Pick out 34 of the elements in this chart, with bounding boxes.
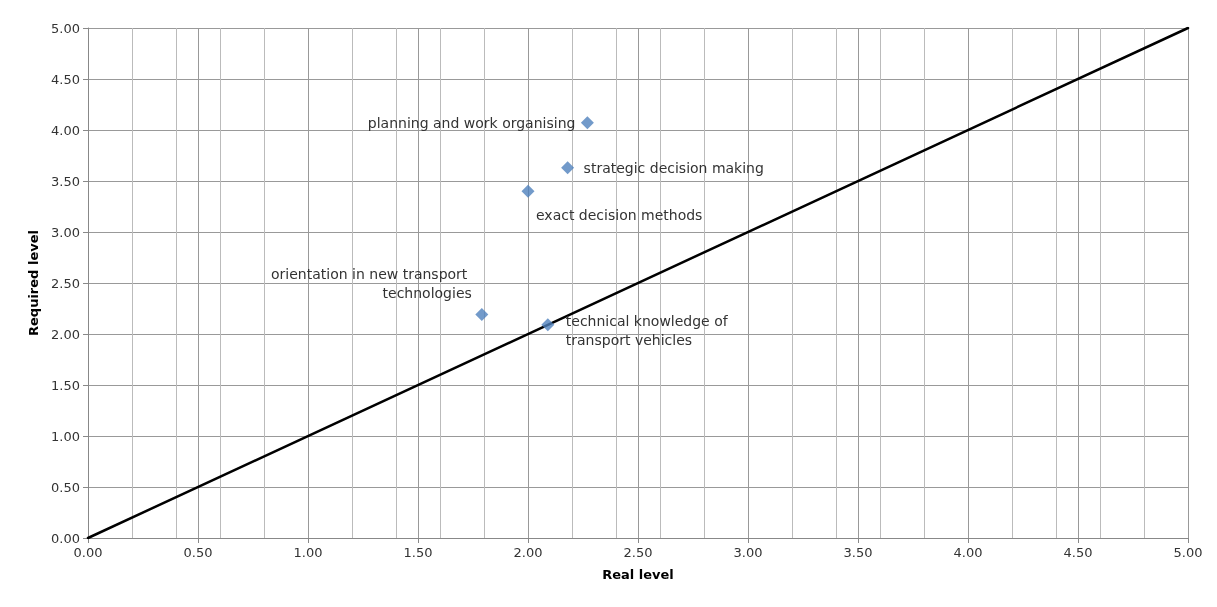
annotation: planning and work organising bbox=[367, 114, 576, 131]
annotation: technical knowledge of transport vehicles bbox=[565, 313, 733, 349]
x-tick-label: 2.50 bbox=[623, 545, 653, 560]
x-tick-label: 3.00 bbox=[733, 545, 763, 560]
point bbox=[475, 308, 489, 322]
y-tick-label: 0.00 bbox=[51, 530, 80, 546]
x-tick-label: 0.00 bbox=[73, 545, 103, 560]
point bbox=[541, 318, 555, 332]
point bbox=[561, 161, 575, 175]
y-tick-label: 3.50 bbox=[51, 173, 80, 189]
y-tick-label: 4.00 bbox=[51, 122, 80, 138]
x-tick-label: 2.00 bbox=[513, 545, 543, 560]
y-tick-label: 2.50 bbox=[51, 275, 80, 291]
y-tick-label: 0.50 bbox=[51, 479, 80, 495]
y-tick-label: 2.00 bbox=[51, 326, 80, 342]
annotation: orientation in new transport technologies bbox=[271, 266, 472, 302]
y-tick-label: 1.50 bbox=[51, 377, 80, 393]
x-tick-label: 3.50 bbox=[843, 545, 873, 560]
point bbox=[580, 116, 594, 130]
x-tick-label: 5.00 bbox=[1173, 545, 1203, 560]
x-axis-title: Real level bbox=[602, 567, 674, 582]
y-tick-label: 5.00 bbox=[51, 20, 80, 36]
y-axis-title: Required level bbox=[26, 230, 41, 336]
x-tick-label: 1.50 bbox=[403, 545, 433, 560]
x-tick-label: 4.50 bbox=[1063, 545, 1093, 560]
y-tick-label: 1.00 bbox=[51, 428, 80, 444]
x-tick-label: 0.50 bbox=[183, 545, 213, 560]
y-tick-label: 3.00 bbox=[51, 224, 80, 240]
y-tick-label: 4.50 bbox=[51, 71, 80, 87]
x-tick-label: 4.00 bbox=[953, 545, 983, 560]
annotation: exact decision methods bbox=[536, 206, 703, 223]
annotation: strategic decision making bbox=[583, 159, 764, 176]
x-tick-label: 1.00 bbox=[293, 545, 323, 560]
point bbox=[521, 184, 535, 198]
